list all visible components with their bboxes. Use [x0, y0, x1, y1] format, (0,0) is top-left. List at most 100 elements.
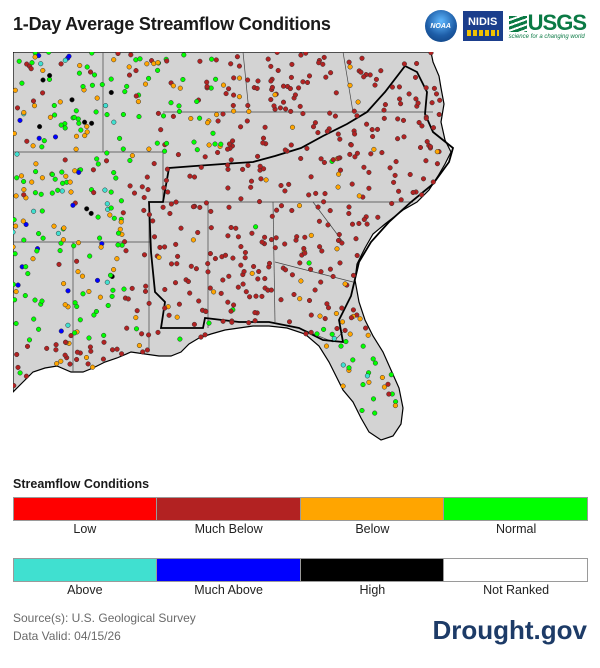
gauge-dot	[368, 151, 374, 157]
drought-gov-link[interactable]: Drought.gov	[432, 615, 587, 645]
gauge-dot	[324, 128, 330, 134]
gauge-dot	[90, 167, 96, 173]
gauge-dot	[220, 111, 226, 117]
gauge-dot	[238, 124, 244, 130]
gauge-dot	[62, 339, 69, 345]
gauge-dot	[391, 179, 397, 185]
gauge-dot	[360, 343, 366, 349]
gauge-dot	[175, 152, 181, 158]
gauge-dot	[286, 181, 292, 187]
gauge-dot	[225, 233, 231, 239]
gauge-dot	[175, 253, 181, 259]
gauge-dot	[198, 164, 204, 170]
gauge-dot	[150, 218, 156, 224]
gauge-dot	[120, 111, 126, 118]
gauge-dot	[312, 287, 318, 293]
gauge-dot	[194, 98, 200, 105]
gauge-dot	[77, 317, 83, 323]
gauge-dot	[245, 162, 251, 168]
gauge-dot	[225, 146, 231, 152]
gauge-dot	[330, 157, 336, 163]
gauge-dot	[134, 308, 140, 314]
gauge-dot	[144, 61, 150, 67]
gauge-dot	[99, 82, 105, 88]
gauge-dot	[228, 308, 234, 314]
gauge-dot	[437, 97, 443, 103]
gauge-dot	[176, 301, 182, 307]
gauge-dot	[416, 119, 422, 126]
gauge-dot	[31, 103, 38, 109]
gauge-dot	[34, 248, 40, 254]
gauge-dot	[317, 313, 323, 319]
gauge-dot	[51, 223, 57, 229]
gauge-dot	[235, 234, 241, 240]
gauge-dot	[274, 52, 280, 55]
gauge-dot	[69, 97, 75, 103]
gauge-dot	[31, 208, 37, 214]
gauge-dot	[84, 123, 90, 130]
gauge-dot	[39, 298, 45, 304]
gauge-dot	[55, 187, 61, 193]
gauge-dot	[87, 344, 93, 350]
gauge-dot	[193, 266, 199, 272]
gauge-dot	[13, 130, 17, 137]
gauge-dot	[327, 110, 333, 116]
gauge-dot	[97, 235, 103, 241]
gauge-dot	[101, 339, 107, 345]
gauge-dot	[225, 185, 231, 191]
gauge-dot	[218, 290, 224, 296]
gauge-dot	[160, 113, 167, 119]
gauge-dot	[39, 175, 45, 181]
gauge-dot	[333, 90, 339, 96]
gauge-dot	[331, 335, 337, 342]
legend-swatch-not-ranked	[444, 558, 588, 582]
gauge-dot	[364, 221, 370, 227]
gauge-dot	[283, 106, 289, 112]
gauge-dot	[107, 272, 114, 278]
gauge-dot	[156, 254, 162, 260]
gauge-dot	[21, 109, 27, 116]
gauge-dot	[245, 102, 251, 109]
gauge-dot	[294, 234, 300, 240]
gauge-dot	[162, 148, 168, 154]
gauge-dot	[346, 59, 352, 65]
gauge-dot	[197, 58, 203, 64]
gauge-dot	[211, 289, 217, 295]
gauge-dot	[236, 94, 242, 100]
gauge-dot	[429, 100, 435, 106]
gauge-dot	[17, 370, 23, 376]
legend-label-below: Below	[355, 522, 390, 536]
gauge-dot	[82, 119, 88, 125]
gauge-dot	[208, 225, 214, 231]
gauge-dot	[65, 322, 71, 328]
gauge-dot	[60, 237, 66, 243]
gauge-dot	[100, 356, 106, 362]
gauge-dot	[142, 288, 149, 294]
gauge-dot	[254, 85, 260, 91]
gauge-dot	[54, 361, 60, 367]
gauge-dot	[87, 253, 93, 259]
gauge-dot	[30, 256, 36, 262]
gauge-dot	[162, 286, 168, 293]
gauge-dot	[125, 296, 131, 302]
gauge-dot	[400, 117, 407, 123]
legend-swatch-much-above	[156, 558, 301, 582]
gauge-dot	[338, 343, 344, 349]
gauge-dot	[118, 198, 124, 204]
gauge-dot	[103, 103, 109, 109]
gauge-dot	[49, 171, 55, 178]
gauge-dot	[236, 75, 243, 81]
gauge-dot	[155, 329, 161, 335]
gauge-dot	[274, 207, 280, 213]
streamflow-map[interactable]	[13, 52, 588, 457]
gauge-dot	[146, 146, 152, 152]
gauge-dot	[73, 133, 80, 139]
source-text: Source(s): U.S. Geological Survey	[13, 611, 196, 625]
gauge-dot	[204, 79, 210, 85]
gauge-dot	[288, 74, 294, 80]
gauge-dot	[218, 141, 224, 147]
gauge-dot	[133, 57, 139, 63]
gauge-dot	[140, 349, 146, 355]
gauge-dot	[194, 147, 200, 153]
gauge-dot	[91, 72, 98, 78]
